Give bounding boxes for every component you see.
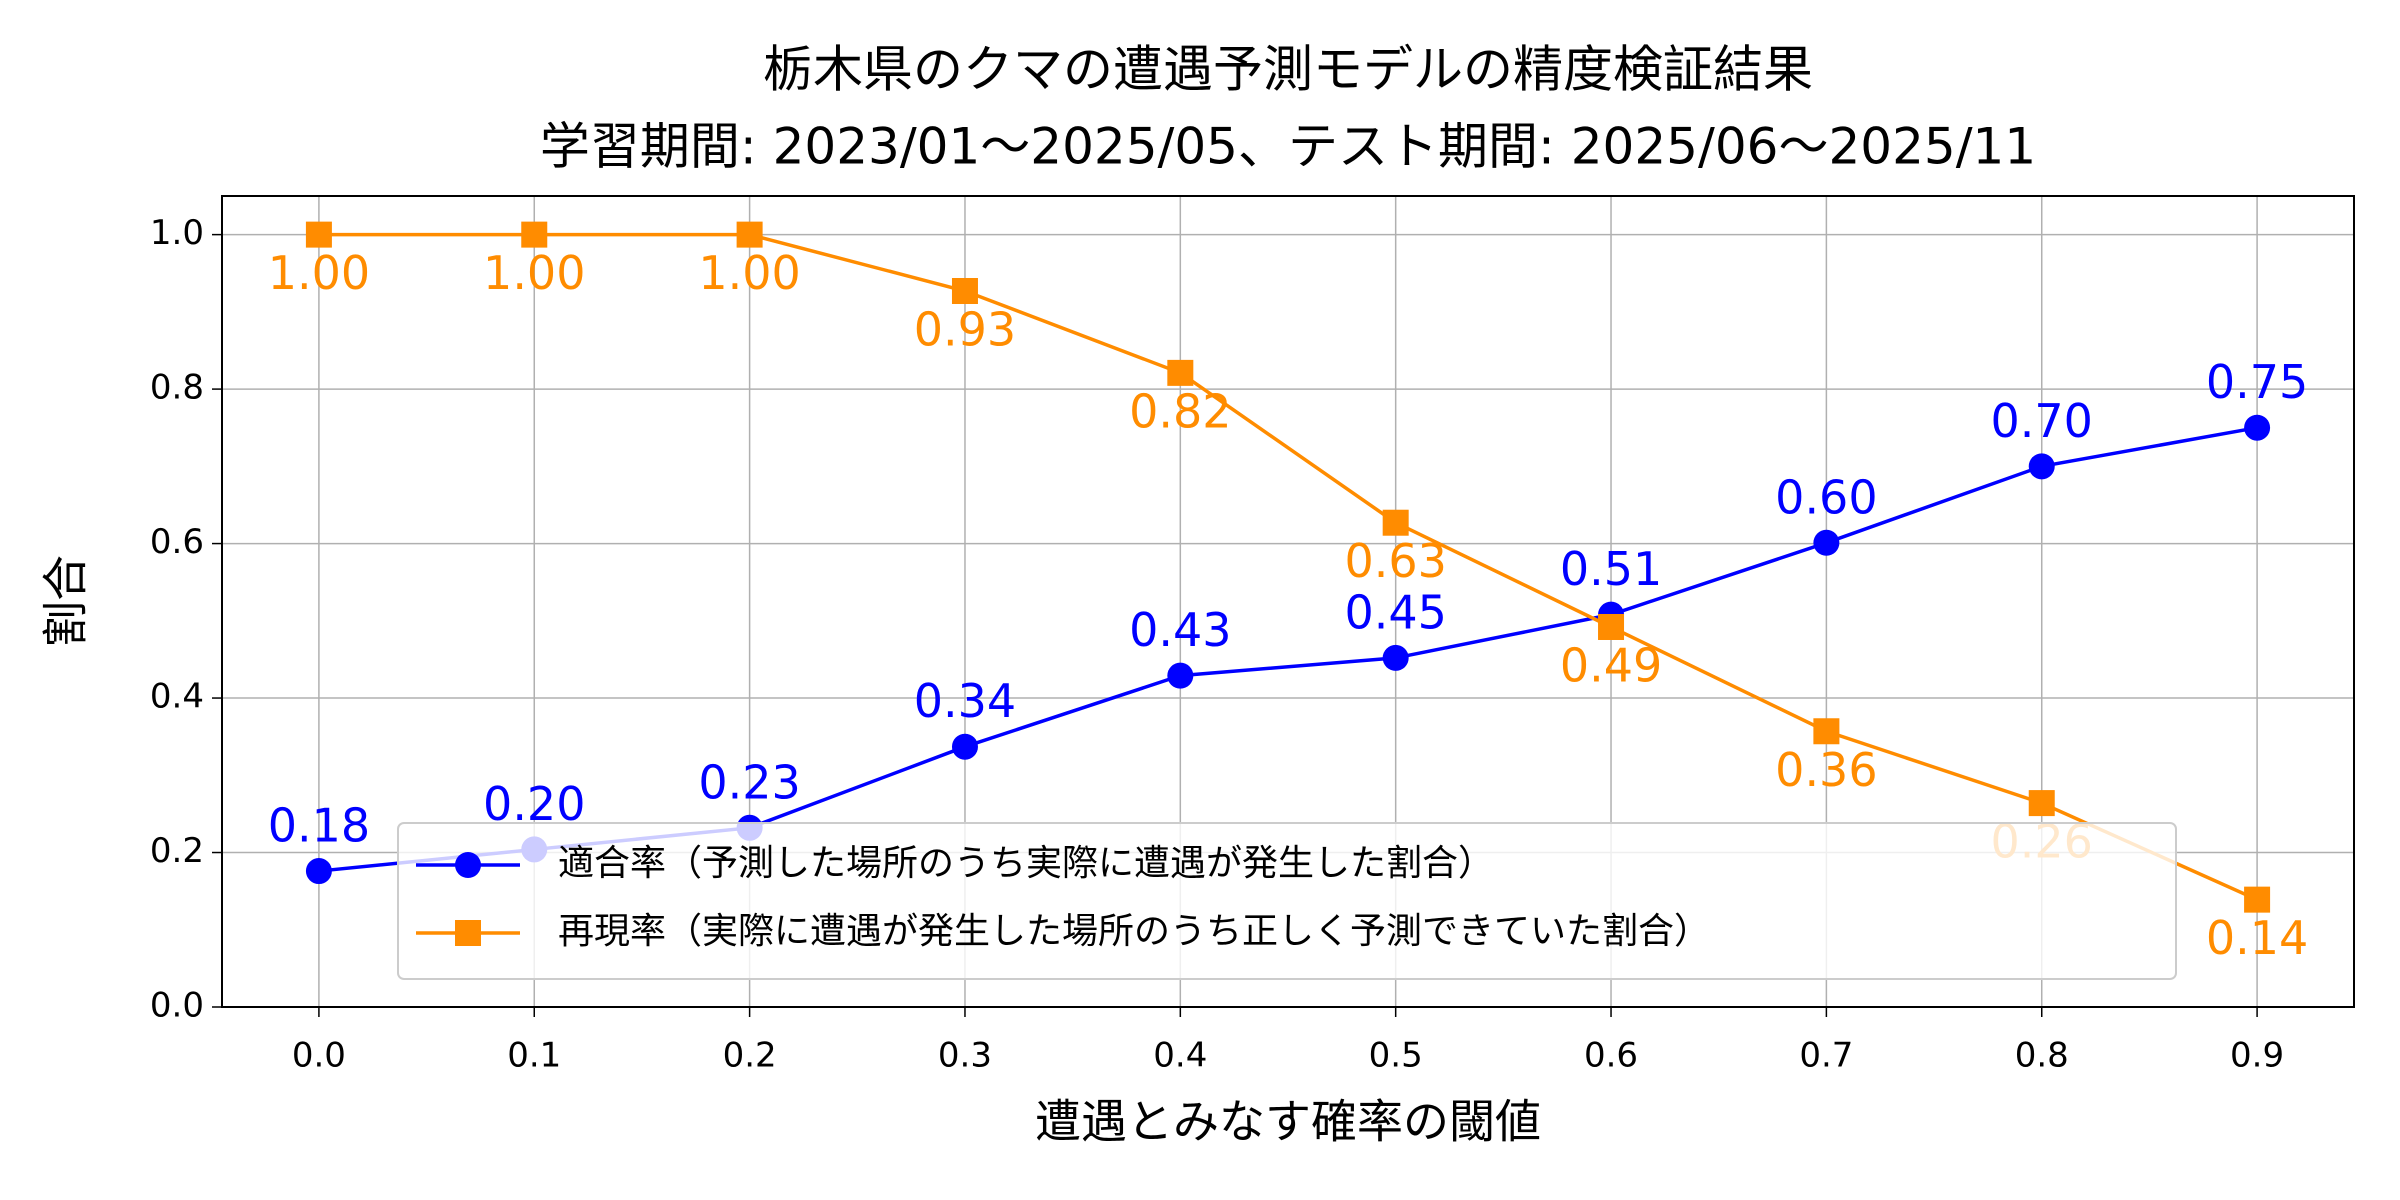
data-point xyxy=(1382,509,1409,536)
legend-box xyxy=(397,822,2177,980)
data-label: 0.20 xyxy=(483,777,585,831)
data-label: 1.00 xyxy=(698,246,800,300)
x-tick-label: 0.9 xyxy=(2230,1036,2284,1076)
data-point xyxy=(1167,359,1194,386)
y-tick-label: 0.2 xyxy=(150,831,204,871)
x-tick-label: 0.3 xyxy=(938,1036,992,1076)
legend-label: 適合率（予測した場所のうち実際に遭遇が発生した割合） xyxy=(558,843,1494,884)
data-label: 0.82 xyxy=(1129,384,1231,438)
chart-title: 栃木県のクマの遭遇予測モデルの精度検証結果 xyxy=(763,41,1813,99)
x-tick-label: 0.5 xyxy=(1369,1036,1423,1076)
data-label: 0.60 xyxy=(1775,470,1877,524)
data-point xyxy=(2028,453,2055,480)
y-tick-label: 0.4 xyxy=(150,677,204,717)
plot-frame xyxy=(221,195,2355,1008)
legend: 適合率（予測した場所のうち実際に遭遇が発生した割合） 再現率（実際に遭遇が発生した… xyxy=(397,822,2177,980)
data-label: 0.63 xyxy=(1344,534,1446,588)
y-tick-label: 0.8 xyxy=(150,368,204,408)
data-label: 0.23 xyxy=(698,755,800,809)
data-label: 0.36 xyxy=(1775,743,1877,797)
data-label: 0.75 xyxy=(2206,355,2308,409)
series-line xyxy=(318,232,2258,902)
x-axis-label: 遭遇とみなす確率の閾値 xyxy=(1035,1095,1541,1149)
y-axis-label: 割合 xyxy=(39,555,93,647)
data-point xyxy=(736,221,763,248)
data-point xyxy=(951,733,978,760)
x-tick-label: 0.2 xyxy=(723,1036,777,1076)
data-label: 0.45 xyxy=(1344,585,1446,639)
x-tick-label: 0.8 xyxy=(2015,1036,2069,1076)
data-point xyxy=(1813,718,1840,745)
data-label: 0.14 xyxy=(2206,911,2308,965)
y-tick-label: 0.6 xyxy=(150,522,204,562)
data-point xyxy=(2244,414,2271,441)
data-label: 0.70 xyxy=(1991,394,2093,448)
data-label: 0.34 xyxy=(914,674,1016,728)
data-label: 1.00 xyxy=(483,246,585,300)
legend-label: 再現率（実際に遭遇が発生した場所のうち正しく予測できていた割合） xyxy=(558,911,1710,952)
data-point xyxy=(951,278,978,305)
legend-marker xyxy=(455,852,481,878)
data-point xyxy=(1167,662,1194,689)
data-point xyxy=(2244,886,2271,913)
data-point xyxy=(1382,644,1409,671)
y-tick-label: 0.0 xyxy=(150,986,204,1026)
x-tick-label: 0.0 xyxy=(292,1036,346,1076)
data-label: 0.49 xyxy=(1560,638,1662,692)
data-label: 0.51 xyxy=(1560,542,1662,596)
x-tick-label: 0.7 xyxy=(1799,1036,1853,1076)
data-point xyxy=(2028,790,2055,817)
data-point xyxy=(305,221,332,248)
x-tick-label: 0.6 xyxy=(1584,1036,1638,1076)
data-label: 0.93 xyxy=(914,303,1016,357)
legend-marker xyxy=(455,920,481,946)
data-point xyxy=(521,221,548,248)
x-tick-label: 0.4 xyxy=(1153,1036,1207,1076)
data-label: 0.43 xyxy=(1129,603,1231,657)
data-label: 0.18 xyxy=(268,799,370,853)
data-label: 1.00 xyxy=(268,246,370,300)
data-point xyxy=(1813,529,1840,556)
y-tick-label: 1.0 xyxy=(150,213,204,253)
data-point xyxy=(305,858,332,885)
data-point xyxy=(1598,613,1625,640)
chart-subtitle: 学習期間: 2023/01～2025/05、テスト期間: 2025/06～202… xyxy=(540,118,2036,176)
x-tick-label: 0.1 xyxy=(507,1036,561,1076)
